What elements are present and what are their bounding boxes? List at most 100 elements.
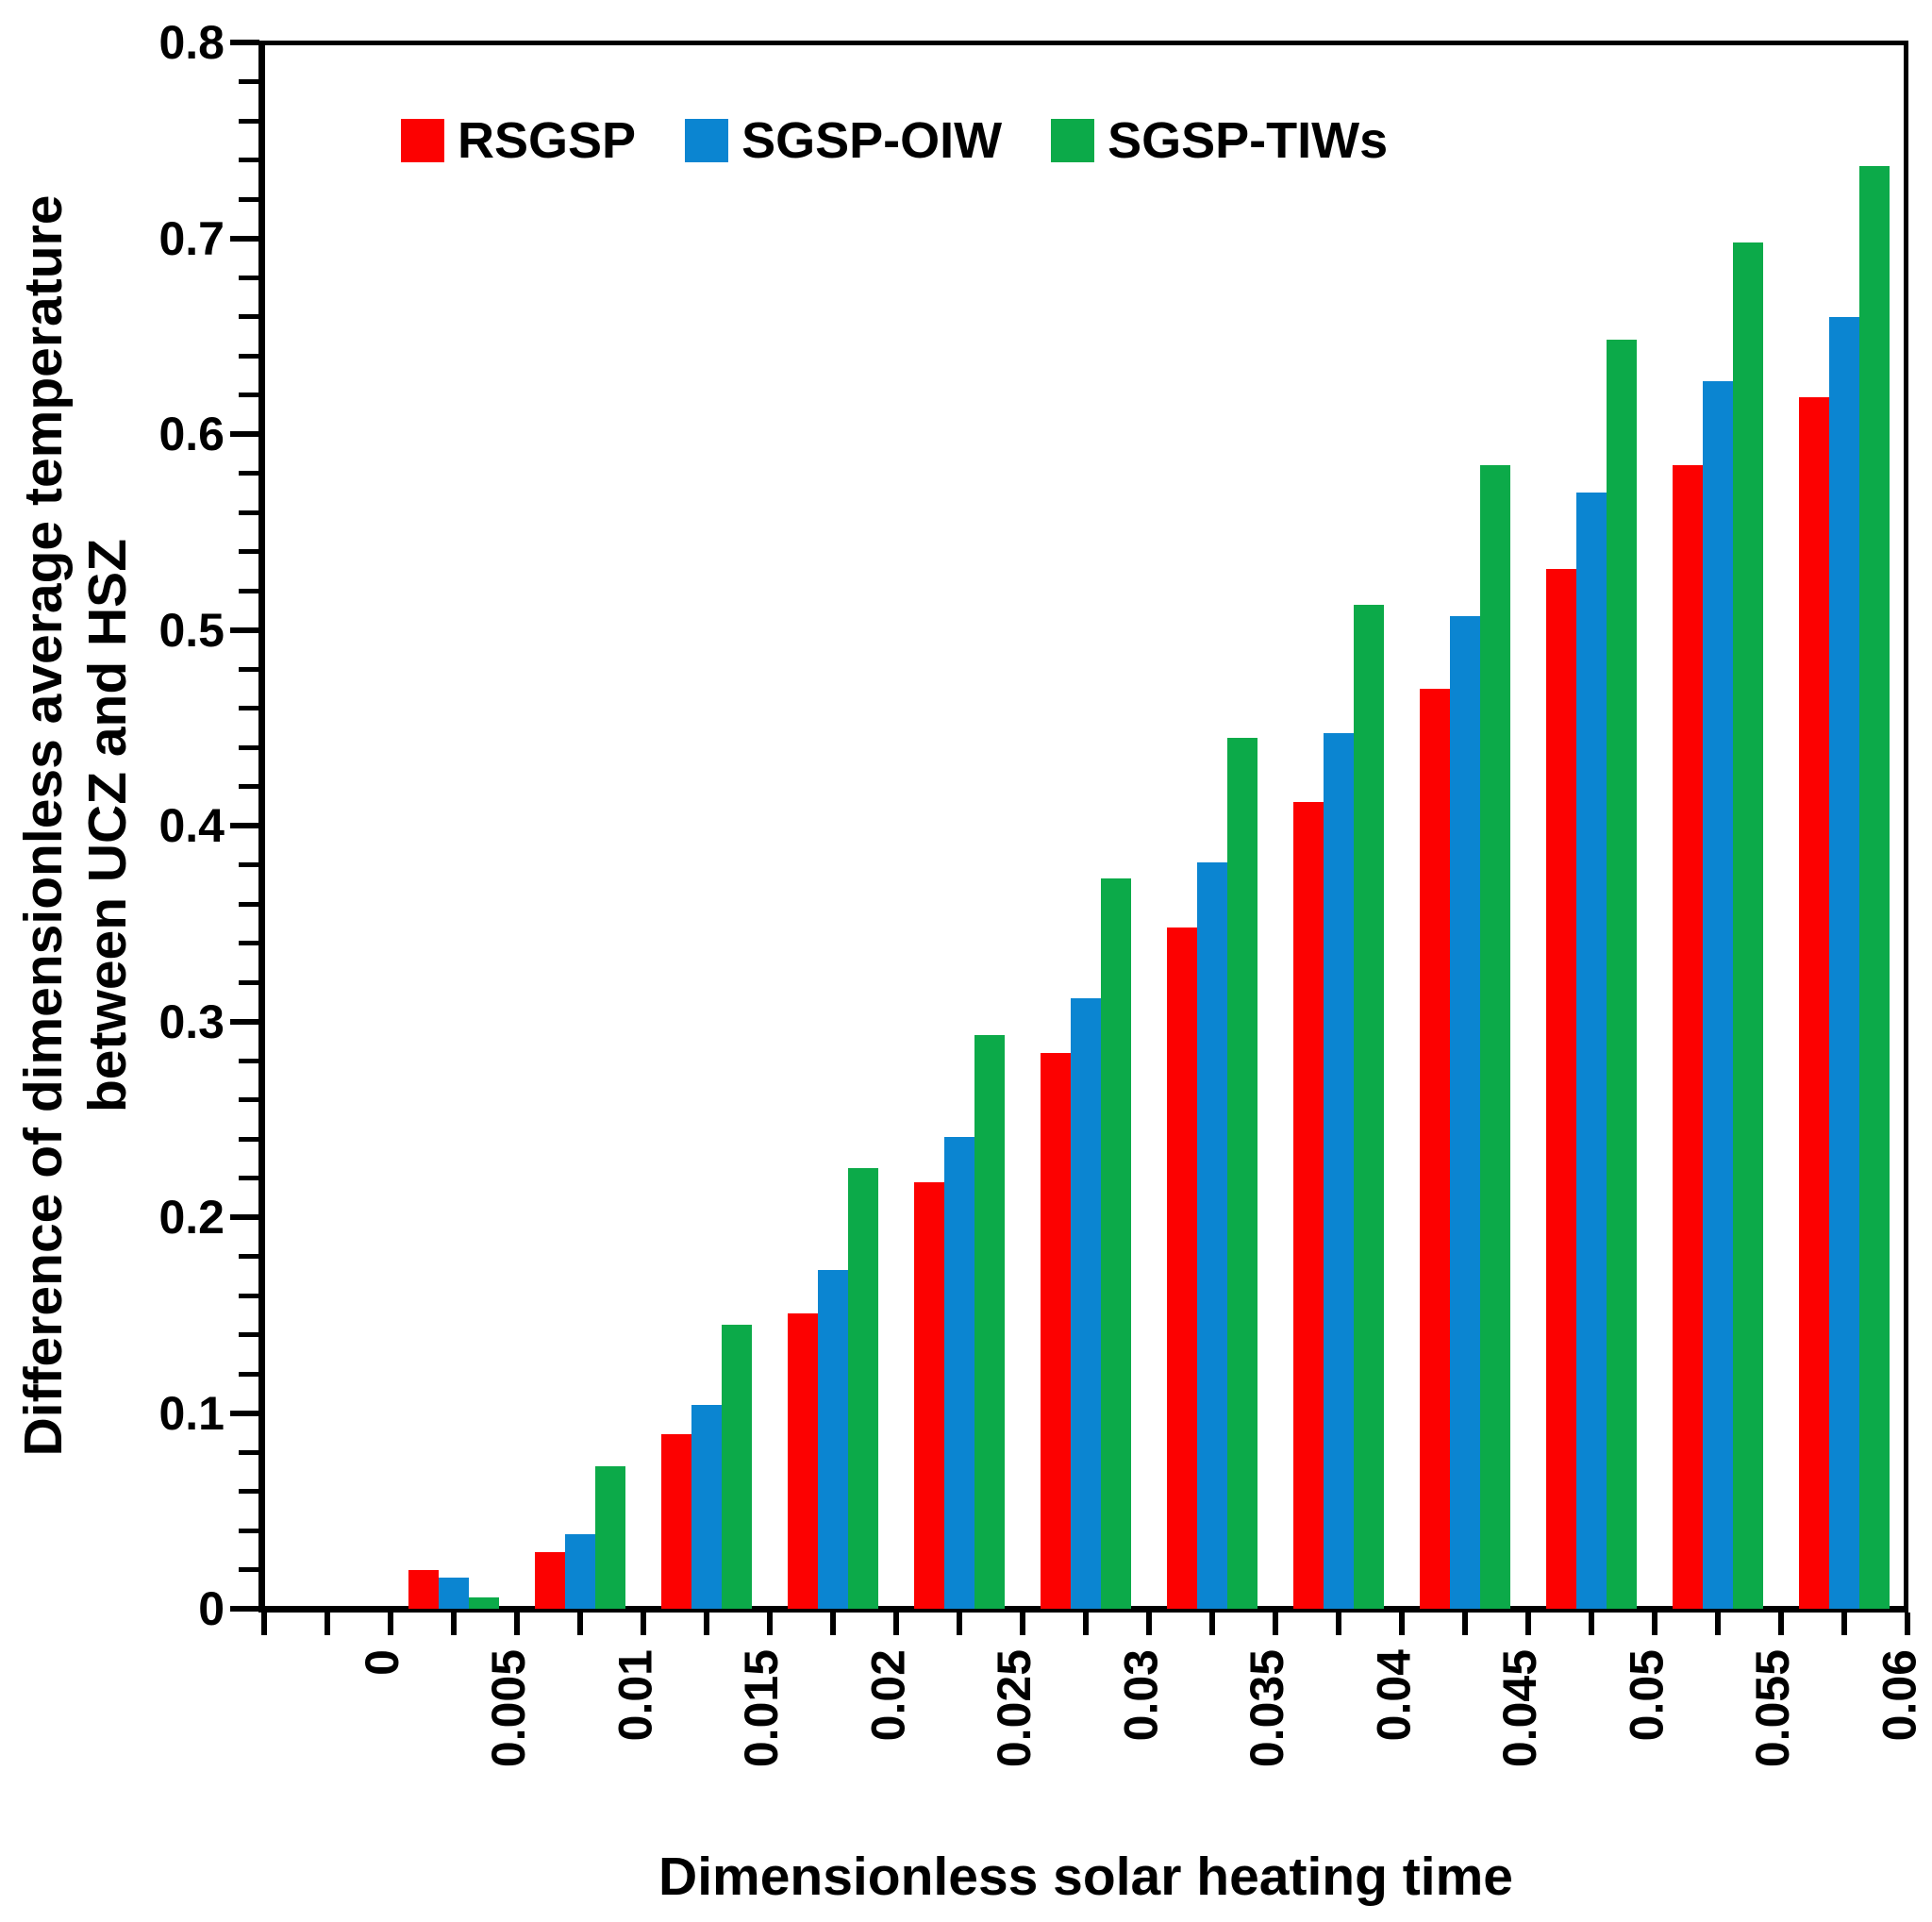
y-tick-minor [239, 393, 259, 397]
legend-label-sgsp-oiw: SGSP-OIW [741, 112, 1003, 169]
y-tick-minor [239, 314, 259, 319]
y-axis-line [258, 41, 265, 1613]
y-tick-major [230, 235, 259, 242]
x-tick-label: 0.015 [735, 1649, 788, 1768]
y-tick-minor [239, 784, 259, 789]
y-tick-minor [239, 1097, 259, 1102]
x-tick [1209, 1613, 1215, 1635]
x-tick [451, 1613, 457, 1635]
y-tick-minor [239, 862, 259, 867]
x-tick [261, 1613, 267, 1635]
bar-rsgsp-0.025 [914, 1181, 944, 1609]
y-tick-minor [239, 353, 259, 359]
x-tick [1336, 1613, 1341, 1635]
y-tick-minor [239, 1176, 259, 1180]
y-tick-major [230, 431, 259, 437]
bar-rsgsp-0.01 [535, 1551, 565, 1609]
x-tick [1020, 1613, 1025, 1635]
x-tick [957, 1613, 962, 1635]
x-tick [1399, 1613, 1405, 1635]
bar-rsgsp-0.05 [1546, 569, 1576, 1609]
x-tick [1273, 1613, 1278, 1635]
bar-sgsp-tiws-0.06 [1859, 165, 1890, 1609]
x-tick-label: 0.05 [1620, 1649, 1673, 1742]
x-tick [577, 1613, 583, 1635]
y-tick-minor [239, 1058, 259, 1063]
bar-sgsp-tiws-0.025 [974, 1035, 1005, 1609]
y-tick-minor [239, 1449, 259, 1455]
bar-rsgsp-0.04 [1293, 802, 1324, 1609]
y-tick-minor [239, 706, 259, 710]
x-tick-label: 0.005 [482, 1649, 535, 1768]
x-axis-title: Dimensionless solar heating time [658, 1847, 1513, 1907]
x-axis-line [258, 1606, 1908, 1613]
legend-swatch-sgsp-tiws [1051, 119, 1095, 162]
y-tick-minor [239, 196, 259, 202]
bar-sgsp-oiw-0.05 [1576, 493, 1607, 1609]
x-tick-label: 0.04 [1367, 1649, 1420, 1742]
x-tick-label: 0.01 [608, 1649, 661, 1742]
bar-sgsp-tiws-0.005 [469, 1596, 499, 1609]
y-tick-minor [239, 744, 259, 750]
bar-sgsp-oiw-0.03 [1071, 997, 1101, 1609]
x-tick [1083, 1613, 1089, 1635]
x-tick [514, 1613, 520, 1635]
y-tick-minor [239, 275, 259, 280]
y-tick-major [230, 1214, 259, 1220]
y-tick-minor [239, 979, 259, 985]
x-tick [830, 1613, 836, 1635]
bar-rsgsp-0.015 [661, 1434, 691, 1609]
bar-rsgsp-0.005 [408, 1569, 439, 1609]
y-tick-minor [239, 1371, 259, 1377]
x-tick [325, 1613, 330, 1635]
bar-rsgsp-0.06 [1799, 396, 1829, 1609]
y-tick-major [230, 40, 259, 45]
y-tick-minor [239, 588, 259, 593]
y-tick-minor [239, 1254, 259, 1259]
bar-sgsp-oiw-0.055 [1703, 380, 1733, 1609]
legend-swatch-rsgsp [401, 119, 444, 162]
y-tick-label: 0 [198, 1582, 225, 1635]
y-tick-label: 0.2 [158, 1191, 225, 1244]
x-tick-label: 0.055 [1746, 1649, 1799, 1768]
y-tick-major [230, 1018, 259, 1025]
y-tick-label: 0.5 [158, 603, 225, 657]
bar-sgsp-tiws-0.015 [722, 1325, 752, 1609]
y-tick-minor [239, 549, 259, 554]
x-tick [1525, 1613, 1531, 1635]
bar-sgsp-oiw-0.005 [439, 1577, 469, 1609]
bar-sgsp-tiws-0.01 [595, 1465, 625, 1609]
bar-sgsp-oiw-0.04 [1324, 733, 1354, 1609]
y-tick-minor [239, 1567, 259, 1572]
y-tick-major [230, 823, 259, 828]
bar-sgsp-oiw-0.015 [691, 1405, 722, 1609]
x-tick [1905, 1613, 1910, 1635]
bar-sgsp-oiw-0.045 [1450, 615, 1480, 1609]
legend-label-sgsp-tiws: SGSP-TIWs [1108, 112, 1389, 169]
bar-sgsp-tiws-0.05 [1607, 340, 1637, 1609]
bar-sgsp-oiw-0.02 [818, 1270, 848, 1609]
bar-sgsp-tiws-0.045 [1480, 465, 1510, 1609]
x-tick [893, 1613, 899, 1635]
x-tick [388, 1613, 393, 1635]
legend: RSGSP SGSP-OIW SGSP-TIWs [401, 111, 1388, 170]
x-tick-label: 0.025 [988, 1649, 1041, 1768]
plot-right-border [1904, 41, 1908, 1613]
x-tick [704, 1613, 709, 1635]
x-tick-label: 0.03 [1114, 1649, 1167, 1742]
y-tick-minor [239, 118, 259, 124]
x-tick [1652, 1613, 1657, 1635]
x-tick-label: 0 [356, 1649, 408, 1676]
x-tick [1589, 1613, 1594, 1635]
x-tick [1841, 1613, 1847, 1635]
bar-sgsp-oiw-0.06 [1829, 316, 1859, 1609]
y-tick-minor [239, 1293, 259, 1298]
x-tick [1462, 1613, 1468, 1635]
x-tick [767, 1613, 773, 1635]
x-tick [1778, 1613, 1784, 1635]
bar-sgsp-tiws-0.035 [1227, 737, 1257, 1609]
bar-rsgsp-0.02 [788, 1312, 818, 1609]
y-tick-major [230, 1410, 259, 1416]
y-tick-label: 0.8 [158, 16, 225, 69]
